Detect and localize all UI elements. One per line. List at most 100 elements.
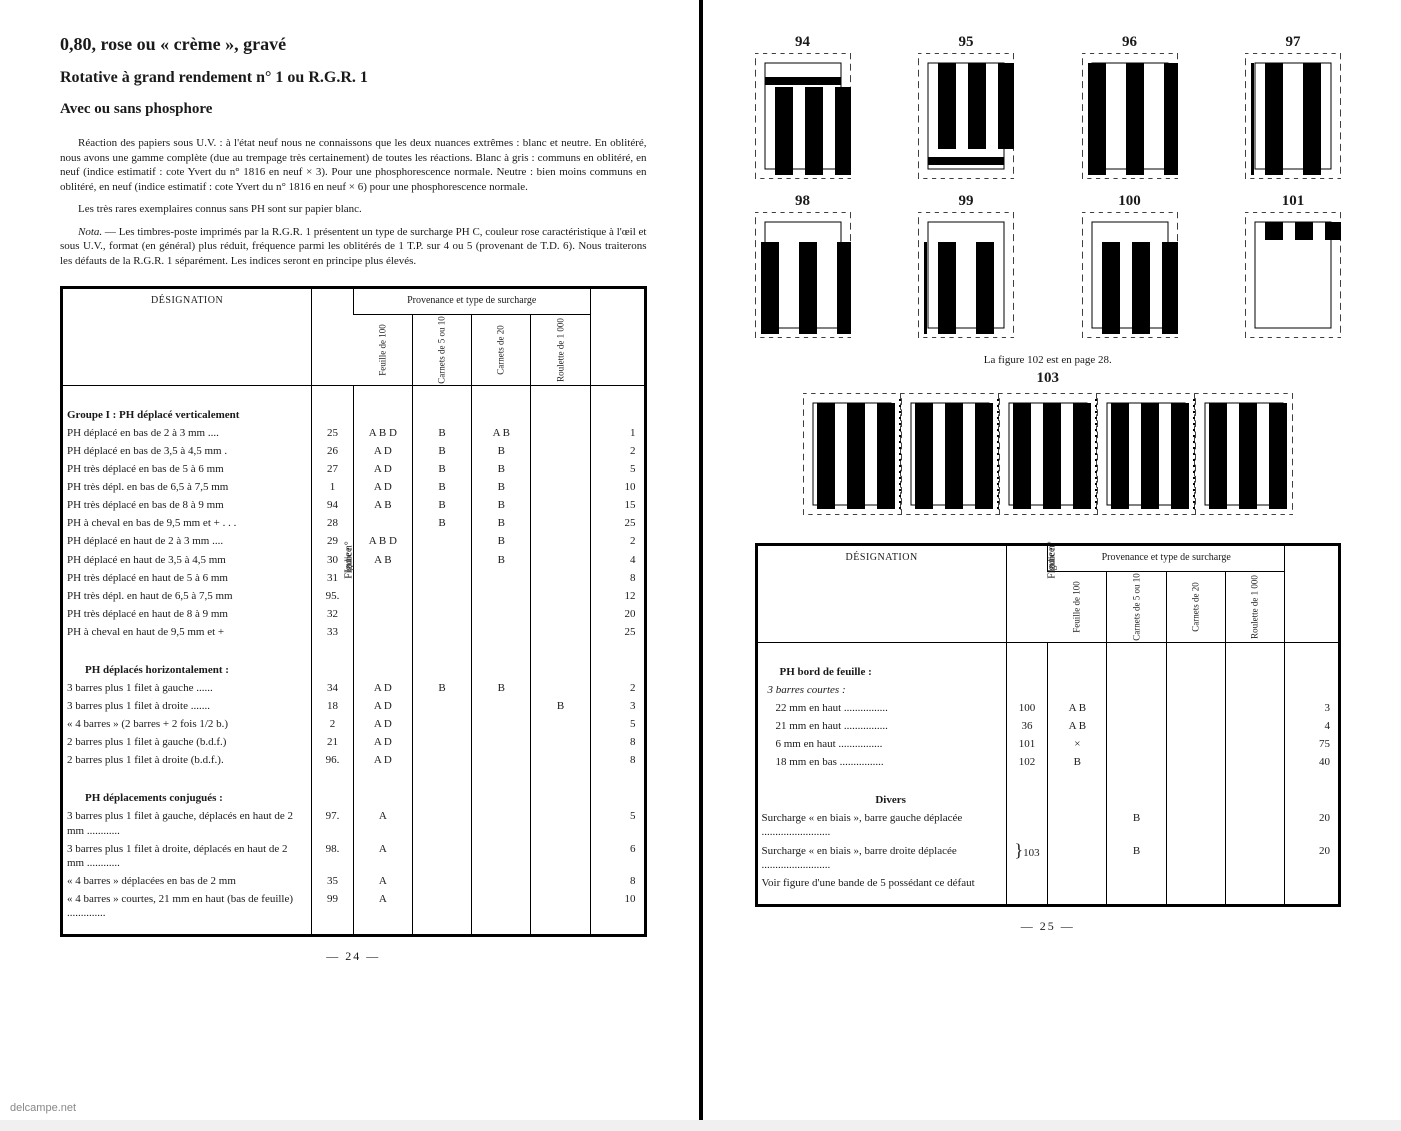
cell-designation: PH très dépl. en bas de 6,5 à 7,5 mm — [63, 478, 312, 496]
table-row: 3 barres plus 1 filet à droite .......18… — [63, 697, 644, 715]
table-row: PH très dépl. en bas de 6,5 à 7,5 mm1A D… — [63, 478, 644, 496]
table-row: PH très déplacé en bas de 8 à 9 mm94A BB… — [63, 496, 644, 514]
cell-p3: B — [472, 460, 531, 478]
cell-designation: « 4 barres » (2 barres + 2 fois 1/2 b.) — [63, 715, 312, 733]
stamp-number: 98 — [755, 193, 851, 210]
stamp-figure — [918, 53, 1014, 179]
cell-p4 — [531, 532, 590, 550]
table-row: 22 mm en haut ................100A B3 — [758, 699, 1339, 717]
cell-indice: 4 — [590, 551, 643, 569]
table-row: PH déplacé en bas de 2 à 3 mm ....25A B … — [63, 424, 644, 442]
cell-designation: PH déplacé en bas de 3,5 à 4,5 mm . — [63, 442, 312, 460]
cell-figure: 94 — [312, 496, 353, 514]
col-carnets-20: Carnets de 20 — [472, 314, 531, 385]
col-designation: DÉSIGNATION — [63, 289, 312, 385]
table-group-head: Groupe I : PH déplacé verticalement — [63, 398, 644, 424]
stamp-box: 97 — [1245, 34, 1341, 179]
cell-p2 — [412, 715, 471, 733]
page-number-left: — 24 — — [60, 949, 647, 964]
table-group-head: Divers — [758, 783, 1339, 809]
cell-p3: B — [472, 551, 531, 569]
table-row: 18 mm en bas ................102 B40 — [758, 753, 1339, 771]
page-left: 0,80, rose ou « crème », gravé Rotative … — [0, 0, 699, 1120]
cell-p2 — [412, 605, 471, 623]
cell-p1 — [353, 514, 412, 532]
cell-p4 — [531, 715, 590, 733]
col-carnets-5-10-r: Carnets de 5 ou 10 — [1107, 571, 1166, 642]
cell-p3 — [472, 623, 531, 641]
cell-p4 — [531, 872, 590, 890]
table-row: PH très dépl. en haut de 6,5 à 7,5 mm95.… — [63, 587, 644, 605]
cell-figure: 1 — [312, 478, 353, 496]
cell-p1: A D — [353, 697, 412, 715]
cell-p2 — [412, 840, 471, 872]
table-group-head: PH déplacés horizontalement : — [63, 653, 644, 679]
paragraph-rare: Les très rares exemplaires connus sans P… — [60, 202, 647, 217]
cell-p2 — [412, 733, 471, 751]
cell-p1: A D — [353, 478, 412, 496]
cell-p2 — [412, 587, 471, 605]
cell-figure: 33 — [312, 623, 353, 641]
cell-indice: 2 — [590, 532, 643, 550]
cell-indice: 2 — [590, 442, 643, 460]
cell-p3 — [472, 605, 531, 623]
nota-lead: Nota. — [78, 226, 102, 238]
cell-indice: 5 — [590, 460, 643, 478]
cell-p3 — [472, 807, 531, 839]
table-row: « 4 barres » courtes, 21 mm en haut (bas… — [63, 890, 644, 922]
stamp-number: 100 — [1082, 193, 1178, 210]
cell-p1: A — [353, 872, 412, 890]
cell-p4 — [531, 605, 590, 623]
table-row: PH très déplacé en bas de 5 à 6 mm27A DB… — [63, 460, 644, 478]
stamp-box: 99 — [918, 193, 1014, 338]
table-row: 3 barres plus 1 filet à gauche ......34A… — [63, 679, 644, 697]
cell-indice: 10 — [590, 478, 643, 496]
cell-designation: PH très déplacé en haut de 8 à 9 mm — [63, 605, 312, 623]
cell-p1: A D — [353, 751, 412, 769]
cell-p2 — [412, 872, 471, 890]
stamp-number: 95 — [918, 34, 1014, 51]
cell-p4 — [531, 514, 590, 532]
cell-designation: PH très dépl. en haut de 6,5 à 7,5 mm — [63, 587, 312, 605]
cell-figure: 27 — [312, 460, 353, 478]
cell-p4 — [531, 751, 590, 769]
cell-figure: 28 — [312, 514, 353, 532]
cell-indice: 6 — [590, 840, 643, 872]
cell-designation: « 4 barres » déplacées en bas de 2 mm — [63, 872, 312, 890]
cell-p2: B — [412, 478, 471, 496]
stamp-number: 99 — [918, 193, 1014, 210]
cell-designation: 3 barres plus 1 filet à gauche, déplacés… — [63, 807, 312, 839]
stamp-figure — [1097, 393, 1195, 515]
cell-designation: PH déplacé en bas de 2 à 3 mm .... — [63, 424, 312, 442]
cell-p2: B — [412, 442, 471, 460]
heading-2: Rotative à grand rendement n° 1 ou R.G.R… — [60, 69, 647, 87]
table-right: DÉSIGNATION Figure n° Provenance et type… — [758, 546, 1339, 904]
col-indice: Indice — [590, 289, 643, 385]
stamp-number: 101 — [1245, 193, 1341, 210]
stamp-figure — [755, 53, 851, 179]
stamp-number: 97 — [1245, 34, 1341, 51]
table-row: Surcharge « en biais », barre gauche dép… — [758, 809, 1339, 841]
cell-indice: 5 — [590, 807, 643, 839]
cell-p4 — [531, 890, 590, 922]
stamp-number: 94 — [755, 34, 851, 51]
cell-designation: PH très déplacé en bas de 8 à 9 mm — [63, 496, 312, 514]
col-figure-r: Figure n° — [1006, 546, 1047, 642]
cell-designation: « 4 barres » courtes, 21 mm en haut (bas… — [63, 890, 312, 922]
paragraph-nota: Nota. — Les timbres-poste imprimés par l… — [60, 225, 647, 269]
table-row: 2 barres plus 1 filet à gauche (b.d.f.)2… — [63, 733, 644, 751]
cell-p4 — [531, 733, 590, 751]
table-right-wrap: DÉSIGNATION Figure n° Provenance et type… — [755, 543, 1342, 907]
cell-figure: 18 — [312, 697, 353, 715]
stamp-figure — [999, 393, 1097, 515]
cell-indice: 25 — [590, 514, 643, 532]
cell-figure: 21 — [312, 733, 353, 751]
cell-figure: 2 — [312, 715, 353, 733]
table-group-head: PH bord de feuille : — [758, 655, 1339, 681]
col-provenance-super-r: Provenance et type de surcharge — [1048, 546, 1285, 571]
cell-p4 — [531, 623, 590, 641]
cell-designation: 3 barres plus 1 filet à gauche ...... — [63, 679, 312, 697]
cell-p4 — [531, 478, 590, 496]
cell-p3: A B — [472, 424, 531, 442]
table-left-wrap: DÉSIGNATION Figure n° Provenance et type… — [60, 286, 647, 937]
